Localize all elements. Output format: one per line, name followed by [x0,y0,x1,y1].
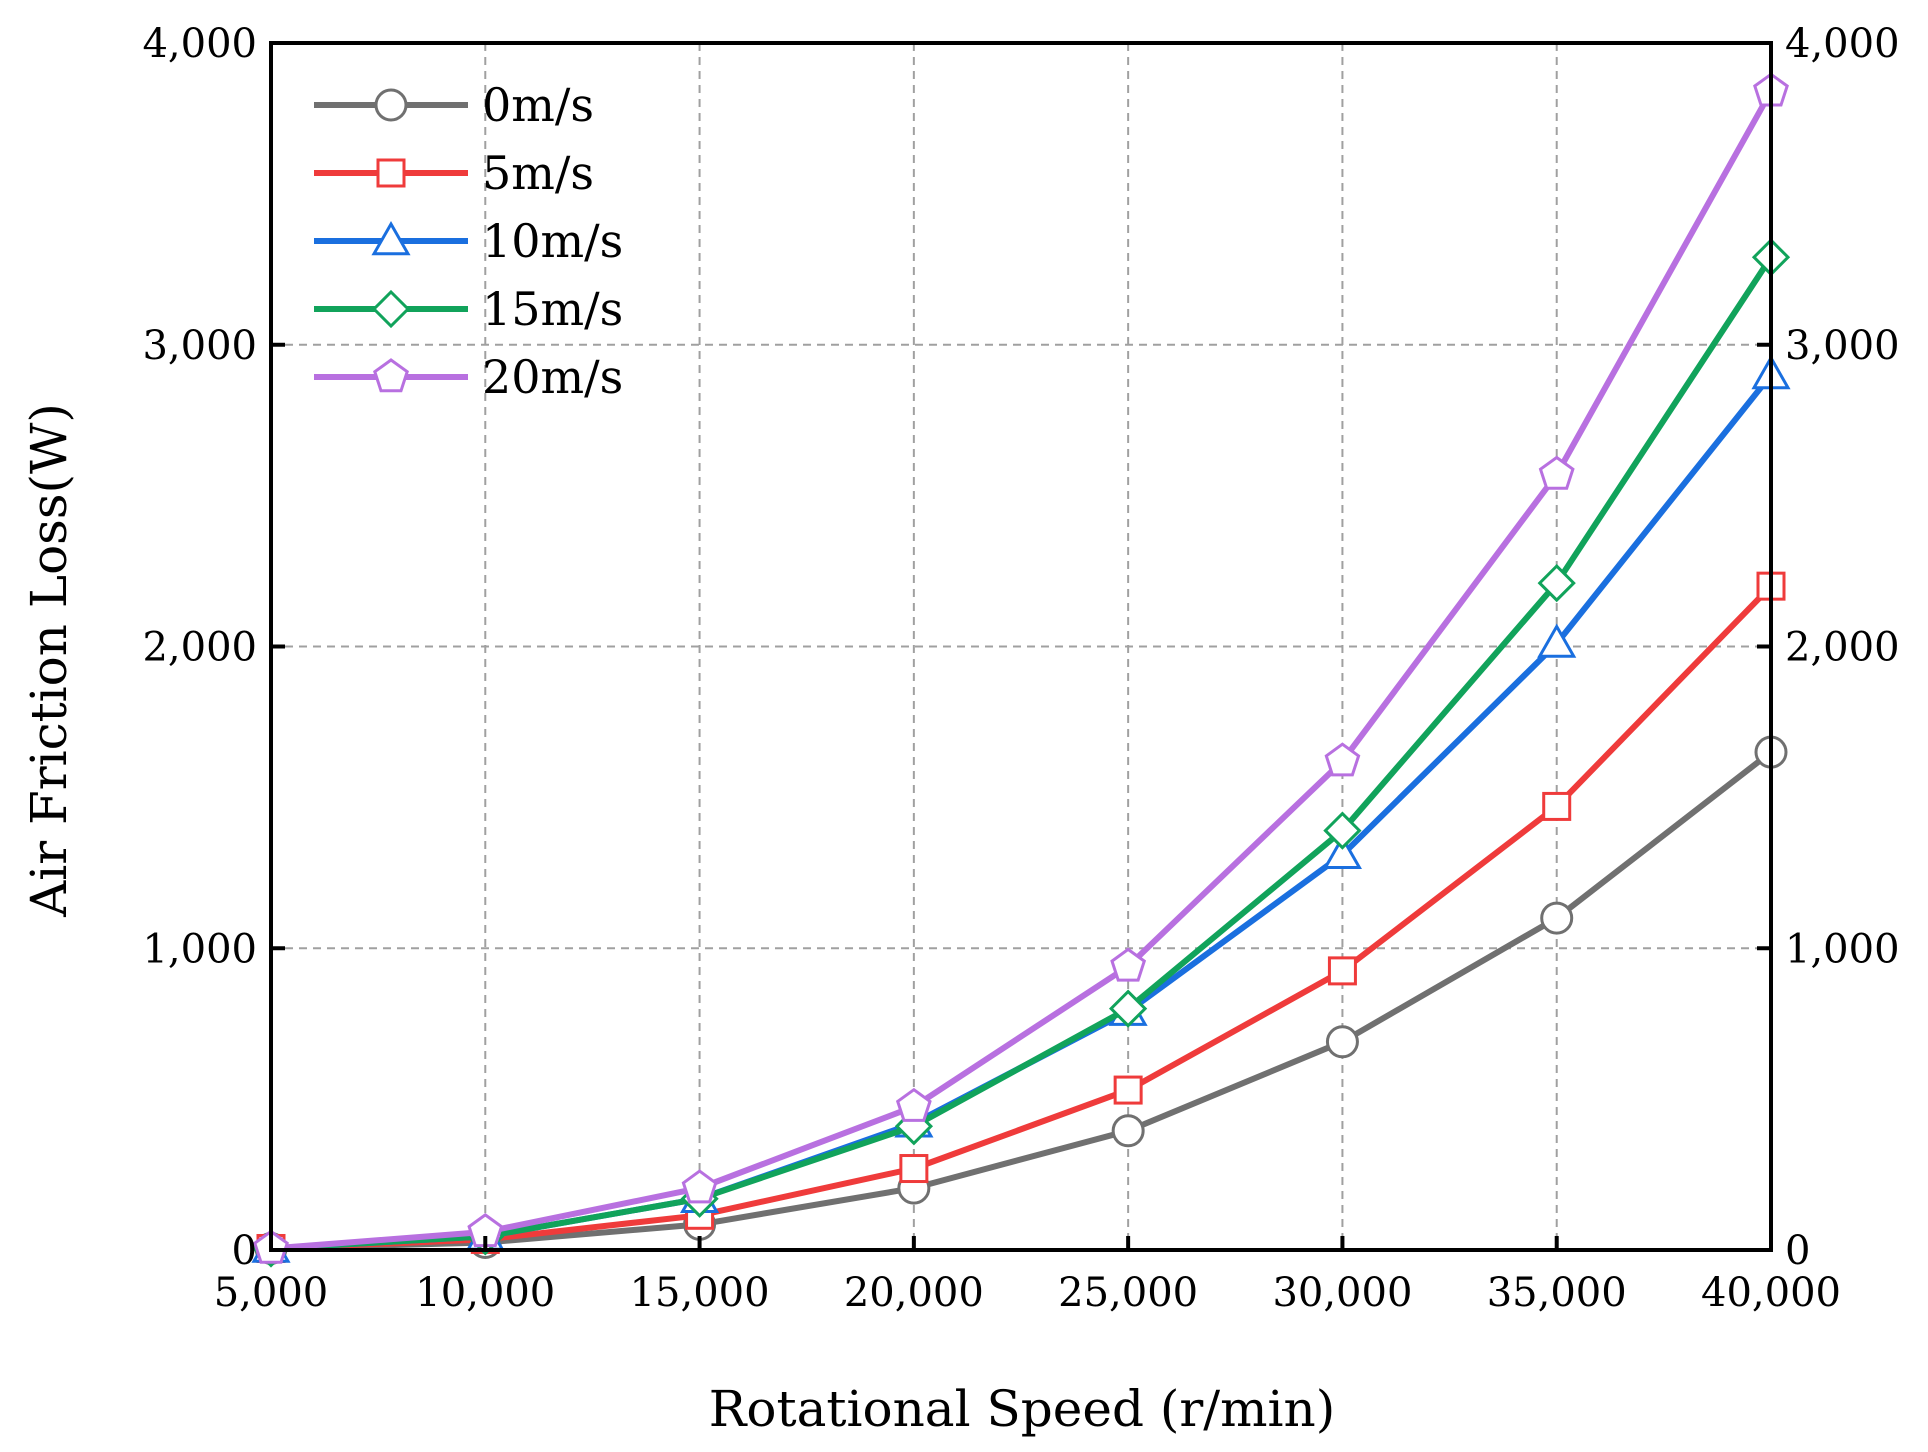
data-point [1111,1114,1145,1148]
data-point [899,1154,929,1184]
series-line [270,89,1774,1252]
axis-ticks [269,41,1773,1252]
series-20m/s [253,72,1789,1264]
x-tick-label: 10,000 [415,1270,555,1316]
grid-lines [271,43,1771,1250]
data-point [1110,947,1147,982]
y-tick-label-left: 2,000 [142,625,257,671]
legend-marker [371,220,411,256]
x-tick-label: 35,000 [1487,1270,1627,1316]
y-axis-title: Air Friction Loss(W) [20,403,78,918]
y-tick-label-right: 3,000 [1785,323,1900,369]
legend-marker [374,88,408,122]
x-axis-title: Rotational Speed (r/min) [709,1380,1335,1438]
legend-marker [373,358,409,393]
data-point [895,1087,932,1122]
y-tick-label-right: 4,000 [1785,21,1900,67]
data-point [1537,563,1576,603]
y-tick-label-left: 1,000 [142,926,257,972]
legend-label: 5m/s [482,146,594,200]
legend-label: 20m/s [482,350,623,404]
legend-label: 15m/s [482,282,623,336]
legend-entry: 0m/s [314,78,594,132]
y-tick-label-left: 3,000 [142,323,257,369]
series-line [270,749,1773,1252]
x-tick-label: 25,000 [1058,1270,1198,1316]
tick-labels: 5,000 10,000 15,000 20,000 25,000 30,000 35,00… [142,21,1899,1316]
x-tick-label: 40,000 [1701,1270,1841,1316]
legend-entry: 5m/s [314,146,594,200]
data-point [1538,455,1575,490]
data-point [1113,1075,1143,1105]
legend-label: 0m/s [482,78,594,132]
legend-marker [376,158,406,188]
legend: 0m/s 5m/s 10m/s 15m/s 20m/s [314,78,623,404]
legend-entry: 10m/s [314,214,623,268]
data-point [1322,834,1362,869]
y-tick-label-right: 1,000 [1785,926,1900,972]
legend-marker [371,289,411,329]
legend-label: 10m/s [482,214,623,268]
series-line [270,584,1774,1252]
x-tick-label: 5,000 [214,1270,329,1316]
y-tick-label-right: 2,000 [1785,625,1900,671]
series-line [270,255,1774,1252]
x-tick-label: 30,000 [1272,1270,1412,1316]
legend-entry: 20m/s [314,350,623,404]
data-point [681,1169,718,1204]
y-tick-label-right: 0 [1785,1228,1810,1274]
data-point [1323,811,1362,850]
data-point [1537,623,1577,658]
data-point [1324,742,1361,777]
data-point [1327,956,1357,986]
x-tick-label: 15,000 [630,1270,770,1316]
legend-entry: 15m/s [314,282,623,336]
data-point [1542,791,1572,821]
y-tick-label-left: 0 [232,1228,257,1274]
data-point [1108,989,1148,1028]
data-point [1325,1025,1359,1059]
x-tick-label: 20,000 [844,1270,984,1316]
y-tick-label-left: 4,000 [142,21,257,67]
data-point [1540,901,1574,935]
